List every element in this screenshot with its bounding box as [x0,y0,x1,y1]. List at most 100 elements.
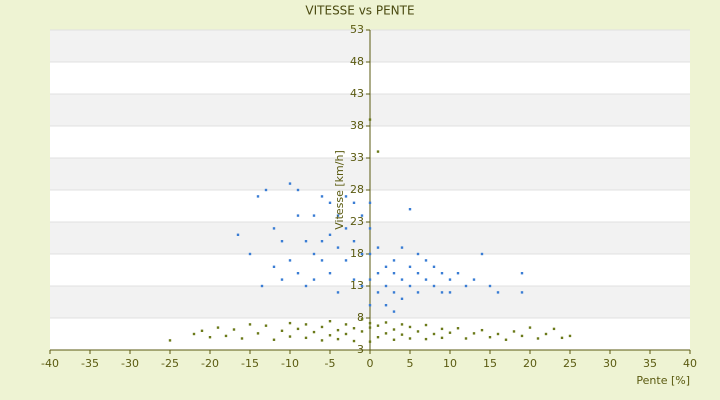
point [272,227,276,230]
point [448,291,452,294]
point [336,214,340,217]
x-tick-label: -20 [201,357,219,370]
point [472,332,476,335]
point [440,327,444,331]
y-tick-label: 13 [350,279,364,292]
x-tick-label: 15 [483,357,497,370]
point [392,310,396,313]
point [520,272,524,275]
point [312,252,316,256]
point [400,333,404,336]
point [424,323,428,327]
point [192,332,196,336]
y-tick-label: 3 [357,343,364,356]
point [264,324,268,327]
point [392,328,396,331]
point [440,291,444,294]
point [392,291,396,294]
point [528,326,532,329]
x-axis-label: Pente [%] [636,374,690,387]
point [536,337,540,340]
point [544,332,548,336]
point [360,330,364,333]
point [376,291,380,294]
point [416,252,420,256]
point [408,284,412,288]
point [272,338,276,341]
point [288,259,292,262]
point [236,233,240,236]
point [456,327,460,330]
x-tick-label: -25 [161,357,179,370]
x-tick-label: -30 [121,357,139,370]
point [416,291,420,294]
x-tick-label: 25 [563,357,577,370]
point [336,337,340,341]
y-tick-label: 33 [350,151,364,164]
point [416,272,420,275]
point [400,323,404,326]
point [288,182,292,185]
point [408,337,412,340]
x-tick-label: -5 [325,357,336,370]
point [368,340,372,343]
point [208,336,212,339]
point [312,278,316,281]
point [392,259,396,262]
point [504,338,508,341]
point [320,325,324,329]
point [512,330,516,333]
point [312,214,316,217]
point [328,320,332,323]
point [368,278,372,281]
point [464,284,468,288]
x-tick-label: 10 [443,357,457,370]
point [376,336,380,339]
point [232,328,236,331]
point [296,188,300,192]
point [304,336,308,340]
point [272,265,276,268]
x-tick-label: 35 [643,357,657,370]
point [432,332,436,336]
point [560,336,564,340]
point [304,323,308,326]
point [448,278,452,281]
point [424,278,428,281]
chart-title: VITESSE vs PENTE [305,4,414,18]
point [264,188,268,192]
point [440,336,444,340]
point [352,240,356,243]
point [280,329,284,332]
x-tick-label: 20 [523,357,537,370]
point [336,328,340,332]
point [400,246,404,249]
point [400,278,404,281]
point [288,321,292,325]
point [416,330,420,333]
point [520,334,524,338]
y-tick-label: 23 [350,215,364,228]
point [376,246,380,249]
y-tick-label: 28 [350,183,364,196]
point [200,329,204,332]
y-tick-label: 8 [357,311,364,324]
point [168,339,172,342]
y-tick-label: 53 [350,23,364,36]
point [360,318,364,321]
point [352,278,356,281]
point [472,278,476,281]
point [488,284,492,288]
point [456,272,460,275]
point [320,339,324,342]
point [384,321,388,324]
point [408,325,412,329]
point [520,291,524,294]
point [328,334,332,337]
point [328,272,332,275]
point [432,284,436,288]
point [248,323,252,326]
point [328,201,332,204]
point [488,336,492,339]
point [376,150,380,153]
